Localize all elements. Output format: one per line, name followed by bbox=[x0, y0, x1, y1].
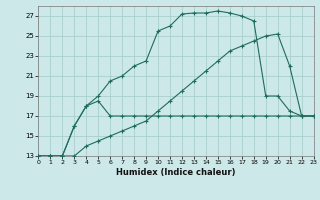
X-axis label: Humidex (Indice chaleur): Humidex (Indice chaleur) bbox=[116, 168, 236, 177]
